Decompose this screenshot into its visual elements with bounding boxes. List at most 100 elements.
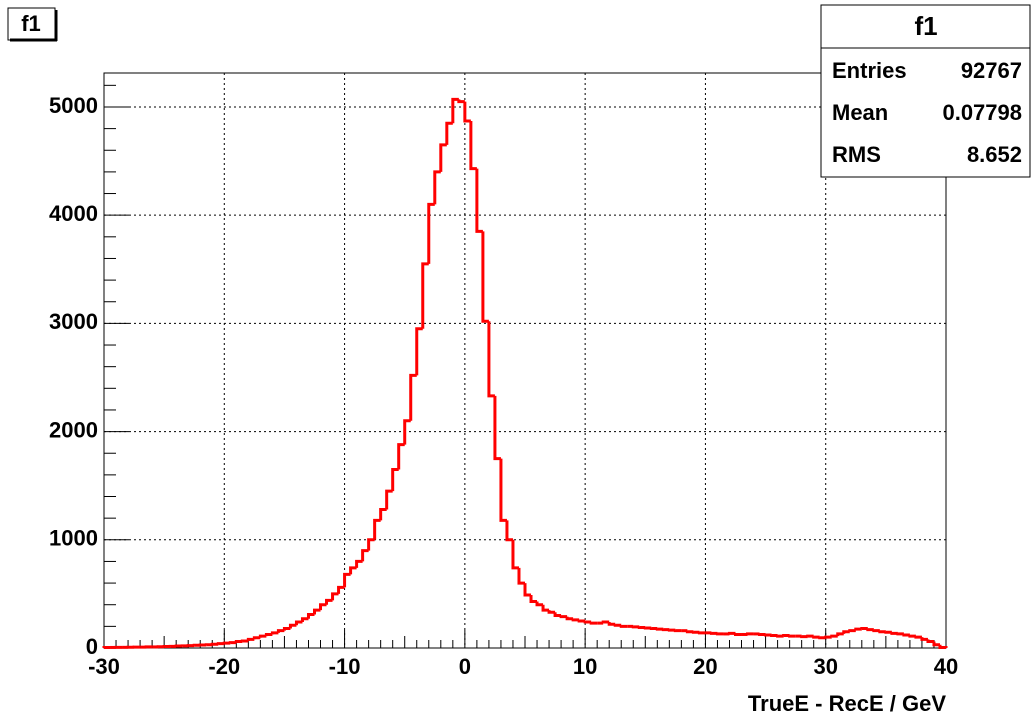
histogram-bin [800, 635, 808, 639]
histogram-bin [709, 631, 718, 635]
histogram-bin [433, 170, 441, 205]
histogram-bin [234, 640, 243, 644]
histogram-bin [337, 585, 345, 594]
histogram-bin [884, 630, 892, 634]
histogram-bin [511, 539, 519, 570]
x-tick-label: 40 [934, 654, 958, 679]
histogram-bin [373, 518, 381, 540]
histogram-bin [349, 566, 357, 575]
histogram-bin [643, 626, 652, 630]
histogram-bin [631, 625, 640, 629]
x-tick-label: -10 [329, 654, 361, 679]
histogram-bin [523, 583, 532, 597]
histogram-bin [294, 620, 303, 626]
y-tick-label: 2000 [49, 417, 98, 442]
histogram-bin [481, 231, 489, 323]
histogram-bin [475, 168, 483, 233]
x-tick-label: 10 [573, 654, 597, 679]
histogram-bin [421, 262, 429, 329]
histogram-bin [517, 567, 525, 585]
histogram-bin [746, 632, 754, 636]
histogram-bin [427, 202, 435, 264]
histogram-bin [830, 634, 838, 638]
histogram-bin [601, 620, 610, 624]
histogram-bin [451, 97, 459, 124]
x-tick-label: 30 [813, 654, 837, 679]
histogram-bin [637, 625, 646, 629]
histogram-bin [355, 559, 363, 568]
histogram-bin [902, 633, 910, 637]
stats-box [820, 4, 1031, 178]
histogram-bin [836, 632, 844, 637]
histogram-bin [776, 634, 784, 638]
histogram-bin [565, 616, 574, 621]
histogram-bin [589, 621, 598, 625]
histogram-bin [331, 592, 339, 601]
histogram-bin [403, 419, 411, 445]
histogram-bin [343, 572, 351, 588]
histogram-bin [691, 630, 700, 634]
chart-title: f1 [21, 11, 41, 36]
histogram-bin [493, 395, 501, 461]
stats-value: 8.652 [967, 142, 1022, 167]
histogram-bin [300, 617, 309, 623]
x-tick-label: -30 [88, 654, 120, 679]
histogram-bin [379, 507, 387, 521]
histogram-bin [806, 634, 814, 638]
x-axis-label: TrueE - RecE / GeV [748, 691, 946, 716]
histogram-bin [535, 601, 544, 607]
histogram-bin [571, 618, 580, 622]
histogram-bin [788, 634, 796, 638]
histogram-bin [505, 520, 513, 542]
histogram-bin [890, 631, 898, 635]
histogram-bin [559, 615, 568, 619]
histogram-bin [367, 538, 375, 551]
y-tick-label: 3000 [49, 309, 98, 334]
histogram-bin [385, 489, 393, 510]
histogram-bin [469, 121, 477, 171]
histogram-bin [854, 627, 862, 631]
histogram-bin [860, 627, 868, 631]
x-tick-label: 20 [693, 654, 717, 679]
histogram-bin [872, 629, 880, 633]
histogram-bin [463, 101, 471, 123]
histogram-bin [926, 639, 934, 644]
histogram-bin [246, 637, 255, 641]
histogram-bin [240, 639, 249, 643]
histogram-bin [553, 612, 562, 618]
histogram-bin [655, 627, 664, 631]
histogram-bin [685, 630, 694, 634]
histogram-bin [276, 629, 285, 633]
stats-value: 0.07798 [942, 100, 1022, 125]
stats-value: 92767 [961, 58, 1022, 83]
plot-frame [103, 72, 947, 649]
histogram-bin [541, 604, 550, 612]
stats-key: Mean [832, 100, 888, 125]
histogram-bin [812, 635, 820, 639]
histogram-bin [313, 608, 321, 615]
histogram-bin [770, 634, 778, 638]
x-tick-label: 0 [459, 654, 471, 679]
y-tick-label: 5000 [49, 93, 98, 118]
histogram-bin [734, 632, 742, 636]
histogram-bin [649, 627, 658, 631]
histogram-bin [391, 467, 399, 492]
histogram-bin [607, 622, 616, 626]
y-tick-label: 1000 [49, 526, 98, 551]
histogram-bin [288, 623, 297, 629]
histogram-bin [252, 636, 261, 640]
histogram-bin [920, 637, 928, 641]
histogram-bin [727, 631, 736, 635]
histogram-bin [439, 143, 447, 172]
histogram-bin [842, 630, 850, 634]
histogram-bin [258, 634, 267, 638]
histogram-bin [824, 635, 832, 639]
histogram-bin [216, 642, 225, 646]
histogram-bin [661, 628, 670, 632]
histogram-bin [938, 644, 948, 649]
y-tick-label: 0 [86, 634, 98, 659]
histogram-bin [529, 594, 538, 603]
histogram-bin [415, 327, 423, 376]
histogram-bin [577, 619, 586, 623]
histogram-bin [758, 632, 766, 636]
